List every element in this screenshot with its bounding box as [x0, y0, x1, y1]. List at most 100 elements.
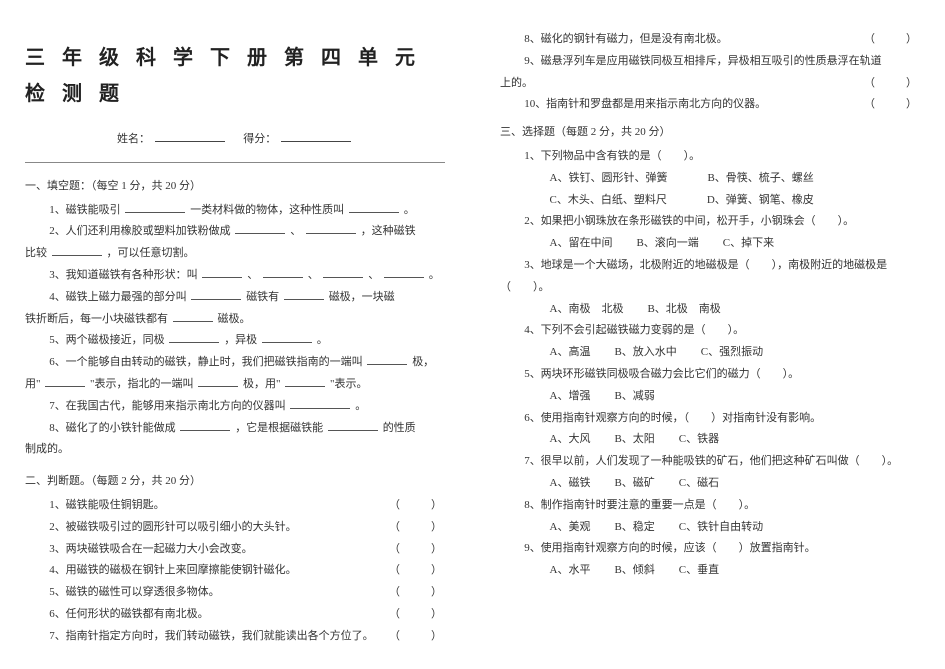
- section2-head: 二、判断题。（每题 2 分，共 20 分）: [25, 472, 445, 492]
- choice-q3: 3、地球是一个大磁场，北极附近的地磁极是（ ），南极附近的地磁极是: [500, 256, 920, 276]
- c8-optA: A、美观: [550, 518, 591, 538]
- fill-q2: 2、人们还利用橡胶或塑料加铁粉做成 、 ，这种磁铁: [25, 222, 445, 242]
- j4-paren: （ ）: [389, 561, 445, 581]
- judge-q4: 4、用磁铁的磁极在钢针上来回摩擦能使钢针磁化。 （ ）: [25, 561, 445, 581]
- j8-paren: （ ）: [864, 30, 920, 50]
- judge-q7: 7、指南针指定方向时，我们转动磁铁，我们就能读出各个方位了。 （ ）: [25, 627, 445, 647]
- c8-optC: C、铁针自由转动: [679, 518, 763, 538]
- choice-q2-opts: A、留在中间 B、滚向一端 C、掉下来: [500, 234, 920, 254]
- q4-t5: 磁极。: [218, 313, 251, 325]
- j7-paren: （ ）: [389, 627, 445, 647]
- q6-b1: [367, 354, 407, 365]
- judge-q9-cont: 上的。 （ ）: [500, 74, 920, 94]
- choice-q5: 5、两块环形磁铁同极吸合磁力会比它们的磁力（ ）。: [500, 365, 920, 385]
- q3-b2: [263, 267, 303, 278]
- choice-q1: 1、下列物品中含有铁的是（ ）。: [500, 147, 920, 167]
- choice-q7: 7、很早以前，人们发现了一种能吸铁的矿石，他们把这种矿石叫做（ ）。: [500, 452, 920, 472]
- choice-q3-cont: （ ）。: [500, 278, 920, 298]
- j7-text: 7、指南针指定方向时，我们转动磁铁，我们就能读出各个方位了。: [49, 630, 374, 642]
- page-container: 三 年 级 科 学 下 册 第 四 单 元 检 测 题 姓名： 得分： 一、填空…: [0, 0, 945, 669]
- q8-b2: [328, 420, 378, 431]
- fill-q3: 3、我知道磁铁有各种形状：叫 、 、 、 。: [25, 266, 445, 286]
- c4-optC: C、强烈振动: [701, 343, 763, 363]
- choice-q9-opts: A、水平 B、倾斜 C、垂直: [500, 561, 920, 581]
- judge-q3: 3、两块磁铁吸合在一起磁力大小会改变。 （ ）: [25, 540, 445, 560]
- q2-b1: [235, 224, 285, 235]
- judge-q10: 10、指南针和罗盘都是用来指示南北方向的仪器。 （ ）: [500, 95, 920, 115]
- q1-t1: 1、磁铁能吸引: [49, 204, 121, 216]
- q8-t4: 制成的。: [25, 443, 69, 455]
- q3-b4: [384, 267, 424, 278]
- fill-q6: 6、一个能够自由转动的磁铁，静止时，我们把磁铁指南的一端叫 极，: [25, 353, 445, 373]
- q6-t3: 用": [25, 378, 41, 390]
- fill-q2-cont: 比较 ，可以任意切割。: [25, 244, 445, 264]
- c2-optC: C、掉下来: [723, 234, 774, 254]
- q8-t1: 8、磁化了的小铁针能做成: [49, 422, 176, 434]
- c1-optD: D、弹簧、钢笔、橡皮: [707, 191, 814, 211]
- q3-t2: 、: [247, 269, 258, 281]
- q3-t1: 3、我知道磁铁有各种形状：叫: [49, 269, 198, 281]
- j4-text: 4、用磁铁的磁极在钢针上来回摩擦能使钢针磁化。: [49, 564, 297, 576]
- c9-optC: C、垂直: [679, 561, 719, 581]
- c1-optA: A、铁钉、圆形针、弹簧: [550, 169, 668, 189]
- c7-optC: C、磁石: [679, 474, 719, 494]
- q4-t2: 磁铁有: [246, 291, 279, 303]
- j2-paren: （ ）: [389, 518, 445, 538]
- right-column: 8、磁化的钢针有磁力，但是没有南北极。 （ ） 9、磁悬浮列车是应用磁铁同极互相…: [490, 30, 920, 649]
- j6-text: 6、任何形状的磁铁都有南北极。: [49, 608, 209, 620]
- j8-text: 8、磁化的钢针有磁力，但是没有南北极。: [524, 33, 728, 45]
- q7-t1: 7、在我国古代，能够用来指示南北方向的仪器叫: [49, 400, 286, 412]
- c4-optA: A、高温: [550, 343, 591, 363]
- j1-text: 1、磁铁能吸住铜钥匙。: [49, 499, 165, 511]
- q8-t2: ，它是根据磁铁能: [235, 422, 323, 434]
- q1-t3: 。: [404, 204, 415, 216]
- q2-b2: [306, 224, 356, 235]
- fill-q5: 5、两个磁极接近，同极 ，异极 。: [25, 331, 445, 351]
- fill-q7: 7、在我国古代，能够用来指示南北方向的仪器叫 。: [25, 397, 445, 417]
- c3-optA: A、南极 北极: [550, 300, 624, 320]
- choice-q6-opts: A、大风 B、太阳 C、铁器: [500, 430, 920, 450]
- q4-t3: 磁极，一块磁: [329, 291, 395, 303]
- q2-t3: ，这种磁铁: [361, 225, 416, 237]
- choice-q4: 4、下列不会引起磁铁磁力变弱的是（ ）。: [500, 321, 920, 341]
- j9-text-a: 9、磁悬浮列车是应用磁铁同极互相排斥，异极相互吸引的性质悬浮在轨道: [524, 55, 882, 67]
- section1-head: 一、填空题：（每空 1 分，共 20 分）: [25, 177, 445, 197]
- q8-t3: 的性质: [383, 422, 416, 434]
- c6-optC: C、铁器: [679, 430, 719, 450]
- j9-text-b: 上的。: [500, 77, 533, 89]
- q6-b2: [45, 376, 85, 387]
- c6-optA: A、大风: [550, 430, 591, 450]
- q4-t4: 铁折断后，每一小块磁铁都有: [25, 313, 168, 325]
- q3-t5: 。: [429, 269, 440, 281]
- left-column: 三 年 级 科 学 下 册 第 四 单 元 检 测 题 姓名： 得分： 一、填空…: [25, 30, 460, 649]
- name-label: 姓名：: [117, 133, 150, 145]
- q5-b1: [169, 332, 219, 343]
- j1-paren: （ ）: [389, 496, 445, 516]
- q7-b1: [290, 398, 350, 409]
- q4-b2: [284, 289, 324, 300]
- judge-q6: 6、任何形状的磁铁都有南北极。 （ ）: [25, 605, 445, 625]
- q6-t6: "表示。: [330, 378, 368, 390]
- choice-q6: 6、使用指南针观察方向的时候，（ ）对指南针没有影响。: [500, 409, 920, 429]
- q5-b2: [262, 332, 312, 343]
- c7-optA: A、磁铁: [550, 474, 591, 494]
- q6-t2: 极，: [412, 356, 434, 368]
- q1-b1: [125, 202, 185, 213]
- j3-paren: （ ）: [389, 540, 445, 560]
- j3-text: 3、两块磁铁吸合在一起磁力大小会改变。: [49, 543, 253, 555]
- q7-t2: 。: [355, 400, 366, 412]
- q2-t4: 比较: [25, 247, 47, 259]
- q2-t5: ，可以任意切割。: [107, 247, 195, 259]
- choice-q9: 9、使用指南针观察方向的时候，应该（ ）放置指南针。: [500, 539, 920, 559]
- c7-optB: B、磁矿: [614, 474, 654, 494]
- exam-title: 三 年 级 科 学 下 册 第 四 单 元 检 测 题: [25, 40, 445, 112]
- c2-optB: B、滚向一端: [636, 234, 698, 254]
- c4-optB: B、放入水中: [614, 343, 676, 363]
- name-blank: [155, 131, 225, 142]
- choice-q7-opts: A、磁铁 B、磁矿 C、磁石: [500, 474, 920, 494]
- c5-optB: B、减弱: [614, 387, 654, 407]
- q2-t1: 2、人们还利用橡胶或塑料加铁粉做成: [49, 225, 231, 237]
- q3-t4: 、: [368, 269, 379, 281]
- q3-b3: [323, 267, 363, 278]
- c9-optA: A、水平: [550, 561, 591, 581]
